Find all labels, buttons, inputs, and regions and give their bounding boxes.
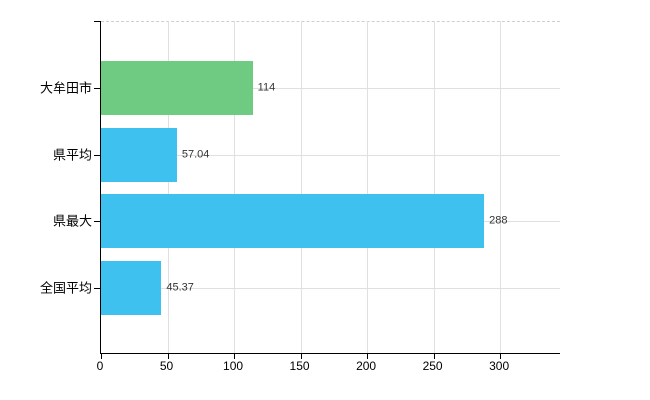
x-axis-tick bbox=[101, 353, 102, 359]
y-axis-label: 県最大 bbox=[52, 213, 92, 229]
x-axis-tick-label: 100 bbox=[223, 359, 244, 373]
gridline-vertical bbox=[234, 21, 236, 353]
bar[interactable] bbox=[101, 261, 162, 315]
y-axis-labels: 大牟田市県平均県最大全国平均 bbox=[0, 21, 92, 353]
x-axis-tick bbox=[367, 353, 369, 359]
gridline-horizontal bbox=[101, 154, 560, 156]
y-axis-tick bbox=[94, 21, 101, 22]
gridline-vertical bbox=[367, 21, 369, 353]
x-axis-tick-label: 200 bbox=[356, 359, 377, 373]
x-axis-tick-label: 0 bbox=[96, 359, 104, 373]
x-axis-tick bbox=[167, 353, 169, 359]
x-axis-labels: 0 50 100 150 200 250 300 bbox=[96, 359, 559, 380]
plot-area: 114 57.04 288 45.37 bbox=[94, 21, 560, 359]
bar-value-label: 45.37 bbox=[166, 281, 194, 294]
x-axis-tick bbox=[300, 353, 302, 359]
y-axis-tick bbox=[94, 88, 101, 89]
y-axis-label: 全国平均 bbox=[39, 280, 92, 296]
bar[interactable] bbox=[101, 194, 485, 249]
gridline-horizontal bbox=[101, 288, 560, 289]
gridline-horizontal-top bbox=[101, 21, 560, 22]
gridline-vertical bbox=[433, 21, 435, 353]
gridline-vertical bbox=[300, 21, 302, 353]
x-axis-tick-label: 250 bbox=[422, 359, 443, 373]
x-axis-tick bbox=[433, 353, 435, 359]
y-axis-label: 県平均 bbox=[52, 147, 92, 163]
x-axis-tick bbox=[500, 353, 502, 359]
bar[interactable] bbox=[101, 127, 177, 182]
y-axis-label: 大牟田市 bbox=[39, 80, 92, 96]
x-axis-tick-label: 300 bbox=[489, 359, 510, 373]
bar-value-label: 288 bbox=[489, 214, 508, 227]
gridline-vertical bbox=[500, 21, 502, 353]
gridline-horizontal bbox=[101, 88, 560, 89]
bar-value-label: 114 bbox=[257, 81, 276, 94]
x-axis-tick-label: 150 bbox=[289, 359, 310, 373]
y-axis-tick bbox=[94, 288, 101, 289]
x-axis-tick-label: 50 bbox=[159, 359, 174, 373]
bar[interactable] bbox=[101, 61, 253, 115]
y-axis-tick bbox=[94, 154, 101, 156]
x-axis-tick bbox=[234, 353, 236, 359]
bar-value-label: 57.04 bbox=[181, 148, 210, 161]
gridline-vertical bbox=[167, 21, 169, 353]
y-axis-tick bbox=[94, 221, 101, 223]
